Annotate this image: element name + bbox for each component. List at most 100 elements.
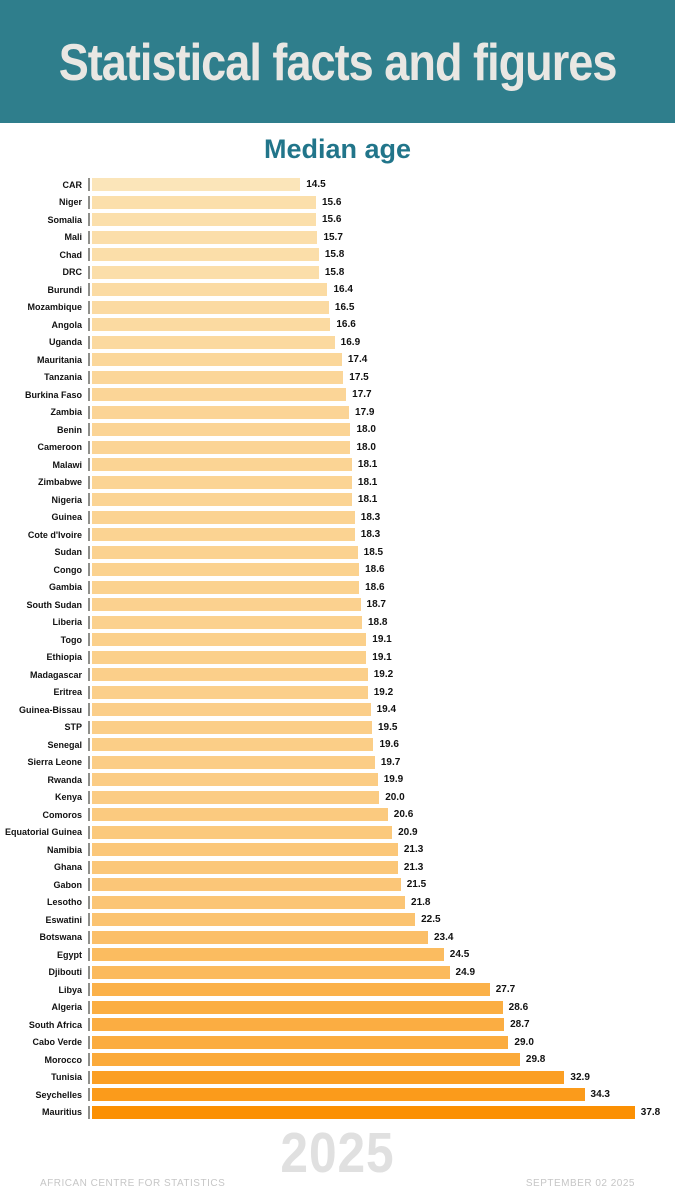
value-label: 18.1 [357,476,378,488]
bar [92,388,347,402]
bar [92,580,360,594]
bar-row: Burundi 16.4 [0,281,675,299]
bar-track: 29.8 [88,1053,675,1067]
bar-row: Djibouti 24.9 [0,964,675,982]
bar-track: 20.9 [88,825,675,839]
bar [92,265,319,279]
bar-row: South Africa 28.7 [0,1016,675,1034]
value-label: 14.5 [306,179,326,191]
bar-row: Ghana 21.3 [0,859,675,877]
bar [92,370,344,384]
bar-track: 34.3 [88,1088,675,1102]
bar-track: 18.8 [88,615,675,629]
country-label: Congo [53,564,83,575]
value-label: 15.7 [323,231,343,243]
value-label: 18.0 [356,441,376,453]
value-label: 15.8 [324,266,345,278]
country-label: Uganda [48,337,82,348]
bar-track: 14.5 [88,178,675,192]
country-label: Tanzania [44,372,82,383]
country-label: Morocco [44,1054,82,1065]
bar [92,353,342,367]
bar-row: Gambia 18.6 [0,579,675,597]
bar-row: South Sudan 18.7 [0,596,675,614]
chart-title: Median age [263,134,412,164]
bar [92,213,316,227]
bar-track: 28.7 [88,1018,675,1032]
value-label: 19.6 [379,739,399,751]
bar-row: Libya 27.7 [0,981,675,999]
header-band: Statistical facts and figures [0,0,675,123]
bar [92,405,350,419]
bar [92,300,329,314]
value-label: 19.1 [372,634,392,646]
bar-track: 15.8 [88,265,675,279]
country-label: Rwanda [47,774,82,785]
country-label: Guinea [51,512,82,523]
bar [92,755,375,769]
bar [92,843,398,857]
country-label: Burundi [47,284,83,295]
value-label: 16.6 [336,319,356,331]
country-label: Madagascar [29,669,82,680]
bar-row: Sierra Leone 19.7 [0,754,675,772]
value-label: 18.6 [365,581,385,593]
bar-row: Comoros 20.6 [0,806,675,824]
country-label: Tunisia [51,1072,82,1083]
country-label: Gabon [53,879,83,890]
bar [92,458,352,472]
bar-track: 19.6 [88,738,675,752]
bar-row: Tunisia 32.9 [0,1069,675,1087]
bar-row: Mali 15.7 [0,229,675,247]
bar-row: Eritrea 19.2 [0,684,675,702]
country-label: Senegal [47,739,82,750]
bar [92,615,362,629]
country-label: Djibouti [48,967,83,978]
bar-row: Sudan 18.5 [0,544,675,562]
bar-row: Cabo Verde 29.0 [0,1034,675,1052]
value-label: 15.6 [322,214,342,226]
bar [92,545,358,559]
bar-row: Cameroon 18.0 [0,439,675,457]
country-label: Gambia [48,582,82,593]
value-label: 19.2 [373,686,394,698]
bar-track: 29.0 [88,1035,675,1049]
bar [92,510,355,524]
bar-track: 15.8 [88,248,675,262]
bar [92,790,380,804]
bar [92,283,328,297]
bar-row: Egypt 24.5 [0,946,675,964]
value-label: 18.3 [360,511,381,523]
bar [92,440,351,454]
bar [92,983,490,997]
bar-row: Malawi 18.1 [0,456,675,474]
bar [92,475,352,489]
country-label: Comoros [42,809,82,820]
bar [92,195,316,209]
bar [92,773,378,787]
bar-track: 28.6 [88,1000,675,1014]
bar-row: Tanzania 17.5 [0,369,675,387]
country-label: Namibia [46,844,82,855]
bar-track: 18.1 [88,475,675,489]
bar-row: Ethiopia 19.1 [0,649,675,667]
bar-track: 15.7 [88,230,675,244]
bar [92,808,388,822]
bar [92,825,393,839]
value-label: 16.5 [334,301,355,313]
bar-track: 27.7 [88,983,675,997]
value-label: 19.9 [383,774,404,786]
subtitle-wrap: Median age [0,123,675,176]
bar-row: Zimbabwe 18.1 [0,474,675,492]
country-label: Guinea-Bissau [18,704,82,715]
bar-track: 18.6 [88,563,675,577]
value-label: 20.0 [385,791,405,803]
bar [92,563,360,577]
bar-row: Namibia 21.3 [0,841,675,859]
bar-track: 19.7 [88,755,675,769]
country-label: Sudan [54,547,82,558]
bar-row: Botswana 23.4 [0,929,675,947]
bar-row: Niger 15.6 [0,194,675,212]
bar-track: 18.0 [88,440,675,454]
bar-track: 17.9 [88,405,675,419]
